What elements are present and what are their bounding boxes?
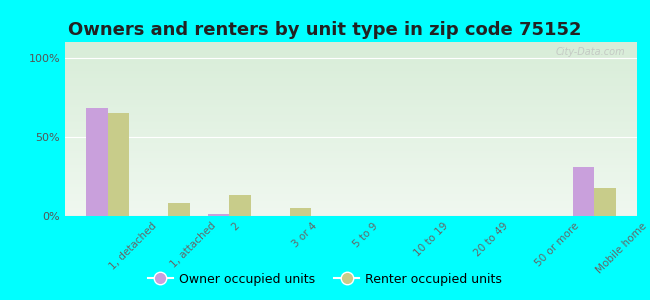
Bar: [108, 113, 129, 216]
Bar: [168, 203, 190, 216]
Bar: [229, 195, 251, 216]
Legend: Owner occupied units, Renter occupied units: Owner occupied units, Renter occupied un…: [143, 268, 507, 291]
Bar: [290, 208, 311, 216]
Bar: [594, 188, 616, 216]
Text: City-Data.com: City-Data.com: [556, 47, 625, 57]
Bar: [573, 167, 594, 216]
Text: Owners and renters by unit type in zip code 75152: Owners and renters by unit type in zip c…: [68, 21, 582, 39]
Bar: [208, 214, 229, 216]
Bar: [86, 108, 108, 216]
